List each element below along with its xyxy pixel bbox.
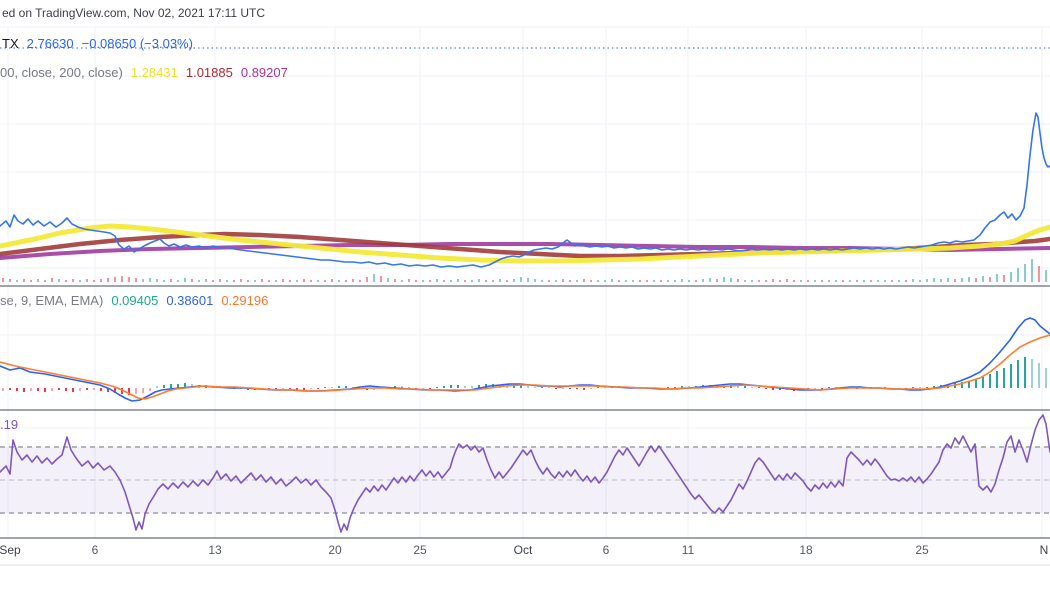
ma-legend: 00, close, 200, close) 1.28431 1.01885 0.89… (0, 66, 296, 79)
ma-fast-yellow (0, 223, 1050, 264)
ma-value-3: 0.89207 (240, 65, 288, 80)
price-line (0, 112, 1050, 268)
macd-value-3: 0.29196 (221, 293, 269, 308)
chart-bottom-edge (0, 564, 1050, 566)
rsi-line (0, 414, 1050, 533)
last-price-value: 2.76630 (26, 36, 74, 51)
time-axis-label: 6 (602, 543, 610, 557)
macd-legend: se, 9, EMA, EMA) 0.09405 0.38601 0.29196 (0, 294, 276, 307)
watermark-text: ed on TradingView.com, Nov 02, 2021 17:1… (2, 6, 266, 20)
time-axis-label: 18 (799, 543, 813, 557)
time-axis-label: 13 (208, 543, 222, 557)
macd-value-1: 0.09405 (111, 293, 159, 308)
ma-value-1: 1.28431 (130, 65, 178, 80)
price-legend: TX 2.76630 −0.08650 (−3.03%) (2, 37, 201, 50)
rsi-legend: .19 (0, 418, 26, 431)
time-axis-label: Sep (0, 543, 21, 557)
signal-line (0, 334, 1050, 400)
pane-separators (0, 285, 1050, 539)
time-axis-label: Oct (513, 543, 533, 557)
chart-canvas (0, 26, 1050, 566)
time-axis: Sep 6 13 20 25 Oct 6 11 18 25 N (0, 538, 1050, 566)
volume-bars (2, 259, 1047, 282)
ticker-symbol: TX (2, 36, 19, 51)
time-axis-label: 6 (91, 543, 99, 557)
time-axis-label: N (1039, 543, 1049, 557)
macd-params-label: se, 9, EMA, EMA) (0, 293, 104, 308)
ma-value-2: 1.01885 (185, 65, 233, 80)
time-axis-label: 11 (681, 543, 695, 557)
time-axis-label: 25 (915, 543, 929, 557)
gridlines (0, 26, 1050, 538)
rsi-value: .19 (0, 417, 19, 432)
rsi-band (0, 446, 1050, 514)
price-change-value: −0.08650 (−3.03%) (81, 36, 193, 51)
time-axis-label: 20 (328, 543, 342, 557)
macd-value-2: 0.38601 (166, 293, 214, 308)
time-axis-label: 25 (413, 543, 427, 557)
ma-params-label: 00, close, 200, close) (0, 65, 123, 80)
